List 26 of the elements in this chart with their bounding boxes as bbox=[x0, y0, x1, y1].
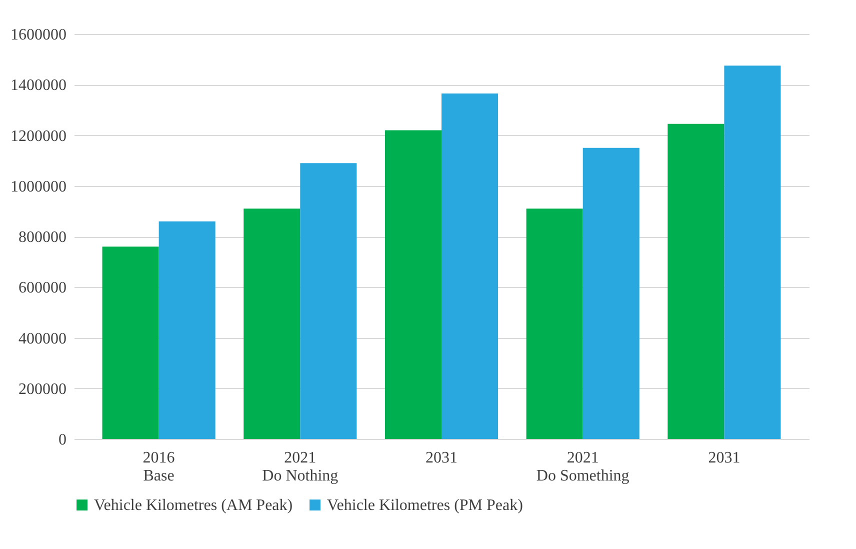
y-tick-label: 600000 bbox=[18, 280, 66, 297]
bar bbox=[244, 208, 300, 439]
x-tick-label: 2016 Base bbox=[142, 450, 175, 484]
x-tick-label: 2021 Do Nothing bbox=[262, 450, 338, 484]
legend-label: Vehicle Kilometres (PM Peak) bbox=[327, 497, 523, 514]
y-tick-label: 0 bbox=[58, 432, 66, 448]
bar bbox=[158, 221, 216, 439]
y-tick-label: 1200000 bbox=[10, 128, 66, 145]
bar bbox=[384, 130, 442, 439]
x-tick-label: 2031 bbox=[426, 450, 458, 466]
y-tick-label: 1400000 bbox=[10, 77, 66, 94]
bar bbox=[724, 66, 781, 439]
bar bbox=[668, 124, 724, 439]
y-tick-label: 800000 bbox=[18, 229, 66, 246]
bar bbox=[300, 163, 357, 439]
y-tick-label: 200000 bbox=[18, 380, 66, 398]
y-tick-label: 400000 bbox=[18, 330, 66, 348]
y-tick-label: 1600000 bbox=[10, 26, 66, 44]
legend-label: Vehicle Kilometres (AM Peak) bbox=[94, 497, 293, 514]
bar bbox=[582, 148, 640, 439]
y-tick-label: 1000000 bbox=[10, 178, 66, 196]
bar bbox=[102, 246, 159, 439]
x-tick-label: 2021 Do Something bbox=[536, 450, 630, 484]
bar bbox=[526, 208, 583, 439]
x-tick-label: 2031 bbox=[708, 450, 740, 466]
bar bbox=[442, 93, 498, 439]
